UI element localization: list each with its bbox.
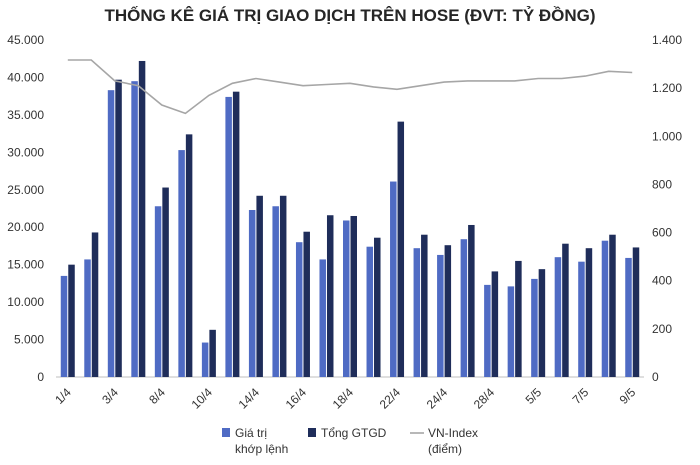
bar-gia-tri-khop-lenh xyxy=(484,284,491,377)
bar-tong-gtgd xyxy=(468,224,475,377)
legend-vn-index-label: (điểm) xyxy=(428,442,462,456)
y-left-tick-label: 25.000 xyxy=(7,183,44,197)
bar-gia-tri-khop-lenh xyxy=(390,181,397,377)
chart-title: THỐNG KÊ GIÁ TRỊ GIAO DỊCH TRÊN HOSE (ĐV… xyxy=(104,6,596,25)
legend-gia-tri-khop-lenh-label: Giá trị xyxy=(235,426,267,440)
bar-gia-tri-khop-lenh xyxy=(319,259,326,377)
bar-tong-gtgd xyxy=(609,234,616,377)
legend-tong-gtgd-swatch xyxy=(308,428,316,437)
bar-tong-gtgd xyxy=(91,232,99,377)
y-left-tick-label: 35.000 xyxy=(7,108,44,122)
bar-tong-gtgd xyxy=(209,329,216,377)
x-tick-label: 24/4 xyxy=(424,385,451,412)
x-tick-label: 28/4 xyxy=(471,385,498,412)
bar-gia-tri-khop-lenh xyxy=(531,278,538,377)
bar-gia-tri-khop-lenh xyxy=(366,246,374,377)
bar-tong-gtgd xyxy=(162,187,169,377)
bar-gia-tri-khop-lenh xyxy=(507,286,515,377)
x-tick-label: 16/4 xyxy=(283,385,310,412)
x-tick-label: 18/4 xyxy=(330,385,357,412)
bar-gia-tri-khop-lenh xyxy=(554,257,562,377)
bar-gia-tri-khop-lenh xyxy=(248,209,256,377)
y-left-tick-label: 45.000 xyxy=(7,33,44,47)
y-right-tick-label: 400 xyxy=(652,274,672,288)
bar-tong-gtgd xyxy=(421,234,428,377)
bar-gia-tri-khop-lenh xyxy=(413,248,421,377)
y-right-tick-label: 1.400 xyxy=(652,33,682,47)
bar-tong-gtgd xyxy=(115,79,122,378)
y-right-tick-label: 1.200 xyxy=(652,81,682,95)
bar-tong-gtgd xyxy=(68,264,75,377)
x-tick-label: 3/4 xyxy=(99,385,121,407)
x-tick-label: 8/4 xyxy=(146,385,168,407)
y-left-tick-label: 10.000 xyxy=(7,295,44,309)
x-tick-label: 22/4 xyxy=(377,385,404,412)
bar-tong-gtgd xyxy=(256,195,263,377)
bar-gia-tri-khop-lenh xyxy=(625,257,632,377)
x-tick-label: 5/5 xyxy=(523,385,545,407)
legend-gia-tri-khop-lenh-swatch xyxy=(222,428,230,437)
y-left-tick-label: 40.000 xyxy=(7,70,44,84)
x-tick-label: 14/4 xyxy=(236,385,263,412)
y-left-tick-label: 30.000 xyxy=(7,145,44,159)
bar-tong-gtgd xyxy=(444,245,452,377)
legend-tong-gtgd-label: Tổng GTGD xyxy=(321,426,387,440)
line-vn-index xyxy=(67,59,633,115)
y-left-tick-label: 20.000 xyxy=(7,220,44,234)
bar-gia-tri-khop-lenh xyxy=(295,242,303,377)
bar-gia-tri-khop-lenh xyxy=(131,81,138,377)
bar-gia-tri-khop-lenh xyxy=(201,342,209,377)
legend-vn-index-label: VN-Index xyxy=(428,426,478,440)
bar-gia-tri-khop-lenh xyxy=(225,96,232,377)
y-right-tick-label: 800 xyxy=(652,177,672,191)
bar-tong-gtgd xyxy=(279,195,287,377)
x-tick-label: 1/4 xyxy=(52,385,74,407)
y-right-tick-label: 600 xyxy=(652,226,672,240)
x-tick-label: 10/4 xyxy=(189,385,216,412)
bar-gia-tri-khop-lenh xyxy=(437,254,444,377)
bar-tong-gtgd xyxy=(538,269,546,377)
bar-tong-gtgd xyxy=(515,260,522,377)
x-tick-label: 7/5 xyxy=(570,385,592,407)
bar-tong-gtgd xyxy=(397,121,405,377)
bar-gia-tri-khop-lenh xyxy=(578,261,585,377)
bar-gia-tri-khop-lenh xyxy=(272,206,279,377)
x-tick-label: 9/5 xyxy=(617,385,639,407)
bar-tong-gtgd xyxy=(374,237,381,377)
y-right-tick-label: 200 xyxy=(652,322,672,336)
bar-gia-tri-khop-lenh xyxy=(60,275,68,377)
bar-tong-gtgd xyxy=(232,91,240,377)
bar-tong-gtgd xyxy=(585,248,593,377)
bar-gia-tri-khop-lenh xyxy=(84,259,91,377)
bar-gia-tri-khop-lenh xyxy=(601,240,609,377)
legend-gia-tri-khop-lenh-label: khớp lệnh xyxy=(235,442,288,456)
bar-tong-gtgd xyxy=(491,271,499,377)
y-left-tick-label: 15.000 xyxy=(7,258,44,272)
bar-gia-tri-khop-lenh xyxy=(460,239,468,377)
bar-gia-tri-khop-lenh xyxy=(107,90,115,378)
bar-gia-tri-khop-lenh xyxy=(178,150,185,377)
bar-tong-gtgd xyxy=(632,247,640,377)
bar-gia-tri-khop-lenh xyxy=(154,206,162,377)
bar-tong-gtgd xyxy=(303,231,310,377)
bar-tong-gtgd xyxy=(326,215,334,377)
bar-tong-gtgd xyxy=(185,134,193,377)
bar-tong-gtgd xyxy=(350,215,357,377)
y-left-tick-label: 0 xyxy=(37,370,44,384)
y-right-tick-label: 0 xyxy=(652,370,659,384)
bar-tong-gtgd xyxy=(562,243,569,377)
y-left-tick-label: 5.000 xyxy=(14,333,44,347)
y-right-tick-label: 1.000 xyxy=(652,129,682,143)
bar-gia-tri-khop-lenh xyxy=(343,220,350,377)
bar-tong-gtgd xyxy=(138,60,146,378)
